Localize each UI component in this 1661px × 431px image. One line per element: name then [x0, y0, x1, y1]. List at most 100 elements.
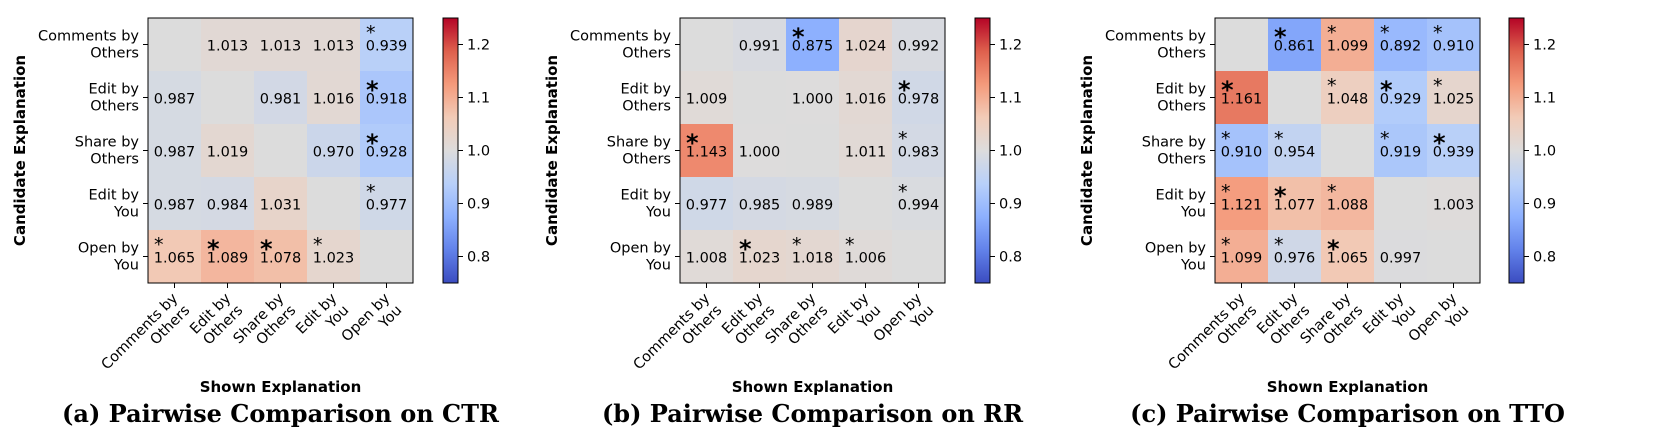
significance-marker: * [898, 181, 908, 203]
cell-value-label: 0.978 [898, 92, 940, 108]
y-tick-label: Comments by Others [38, 29, 139, 62]
cell-value-label: 1.065 [1327, 251, 1369, 267]
significance-marker-strong: * [1380, 76, 1393, 104]
significance-marker: * [898, 128, 908, 150]
significance-marker: * [1380, 128, 1390, 150]
heatmap-cell [680, 124, 733, 177]
y-axis-title: Candidate Explanation [543, 55, 561, 246]
cell-value-label: 0.997 [1380, 251, 1422, 267]
x-tick-label: Open byYou [1406, 290, 1473, 357]
x-tick-label: Open byYou [871, 290, 938, 357]
significance-marker: * [1380, 22, 1390, 44]
heatmap-panel-3: 0.861* 1.099*0.892*0.910*1.161* 1.048*0.92… [1078, 17, 1565, 428]
heatmap-cell [680, 18, 733, 71]
x-tick-label: Edit byYou [825, 290, 884, 349]
x-tick-label: Edit byYou [293, 290, 352, 349]
heatmap-cell [733, 230, 786, 283]
colorbar-tick-label: 1.2 [999, 38, 1022, 54]
heatmap-cell [1374, 230, 1427, 283]
significance-marker: * [792, 234, 802, 256]
heatmap-cell [680, 71, 733, 124]
x-tick-label: Comments byOthers [631, 290, 726, 385]
significance-marker-strong: * [1274, 182, 1287, 210]
colorbar-tick-label: 0.9 [999, 197, 1022, 213]
y-tick-label: Edit by Others [621, 82, 672, 115]
cell-value-label: 0.977 [366, 198, 408, 214]
heatmap-cell [786, 177, 839, 230]
cell-value-label: 1.011 [845, 145, 887, 161]
y-tick-label: Edit by You [89, 188, 140, 221]
heatmap-cell [201, 177, 254, 230]
heatmap-cell [307, 18, 360, 71]
cell-value-label: 1.025 [1433, 92, 1475, 108]
y-tick-label: Edit by You [1156, 188, 1207, 221]
cell-value-label: 1.018 [792, 251, 834, 267]
heatmap-cell [733, 177, 786, 230]
x-tick-label: Comments byOthers [1166, 290, 1261, 385]
cell-value-label: 0.984 [207, 198, 249, 214]
y-tick-label: Edit by Others [1156, 82, 1207, 115]
heatmap-cell [786, 230, 839, 283]
colorbar-tick-label: 1.1 [467, 91, 490, 107]
colorbar [1508, 17, 1525, 284]
y-tick-label: Share by Others [75, 135, 140, 168]
cell-value-label: 1.000 [792, 92, 834, 108]
y-tick-label: Open by You [1145, 241, 1207, 274]
significance-marker: * [1327, 75, 1337, 97]
heatmap-cell [201, 71, 254, 124]
cell-value-label: 1.099 [1327, 39, 1369, 55]
heatmap-cell [254, 230, 307, 283]
heatmap-cell [733, 124, 786, 177]
heatmap-cell [839, 124, 892, 177]
cell-value-label: 1.013 [207, 39, 249, 55]
heatmap-cell [1427, 230, 1480, 283]
heatmap-cell [892, 71, 945, 124]
y-axis-title: Candidate Explanation [1078, 55, 1096, 246]
cell-value-label: 0.977 [686, 198, 728, 214]
significance-marker-strong: * [739, 235, 752, 263]
cell-value-label: 1.003 [1433, 198, 1475, 214]
heatmap-cell [892, 177, 945, 230]
cell-value-label: 0.992 [898, 39, 940, 55]
heatmap-cell [1427, 18, 1480, 71]
panel-caption: (a) Pairwise Comparison on CTR [62, 399, 500, 428]
heatmap-cell [148, 18, 201, 71]
cell-value-label: 1.031 [260, 198, 302, 214]
colorbar-tick-label: 1.0 [1533, 144, 1556, 160]
cell-value-label: 0.939 [366, 39, 408, 55]
x-tick-label: Open byYou [339, 290, 406, 357]
heatmap-cell [254, 177, 307, 230]
colorbar-tick-label: 1.0 [467, 144, 490, 160]
significance-marker-strong: * [1274, 23, 1287, 51]
heatmap-cell [1374, 71, 1427, 124]
significance-marker-strong: * [366, 76, 379, 104]
heatmap-cell [733, 18, 786, 71]
colorbar-tick-label: 0.9 [1533, 197, 1556, 213]
heatmap-cell [1427, 71, 1480, 124]
heatmap-cell [1268, 71, 1321, 124]
y-tick-label: Share by Others [607, 135, 672, 168]
cell-value-label: 1.013 [313, 39, 355, 55]
heatmap-cell [733, 71, 786, 124]
panel-caption: (c) Pairwise Comparison on TTO [1130, 399, 1565, 428]
significance-marker-strong: * [1221, 76, 1234, 104]
significance-marker-strong: * [366, 129, 379, 157]
cell-value-label: 0.861 [1274, 39, 1316, 55]
cell-value-label: 1.161 [1221, 92, 1263, 108]
cell-value-label: 0.976 [1274, 251, 1316, 267]
heatmap-cell [786, 124, 839, 177]
cell-value-label: 1.099 [1221, 251, 1263, 267]
heatmap-cell [360, 124, 413, 177]
panel-caption: (b) Pairwise Comparison on RR [602, 399, 1024, 428]
heatmap-cell [1321, 18, 1374, 71]
heatmap-cell [254, 71, 307, 124]
heatmap-cell [360, 18, 413, 71]
heatmap-cell [360, 177, 413, 230]
cell-value-label: 1.008 [686, 251, 728, 267]
heatmap-cell [360, 71, 413, 124]
heatmap-cell [254, 18, 307, 71]
heatmap-cell [1215, 230, 1268, 283]
heatmap-cell [1268, 18, 1321, 71]
